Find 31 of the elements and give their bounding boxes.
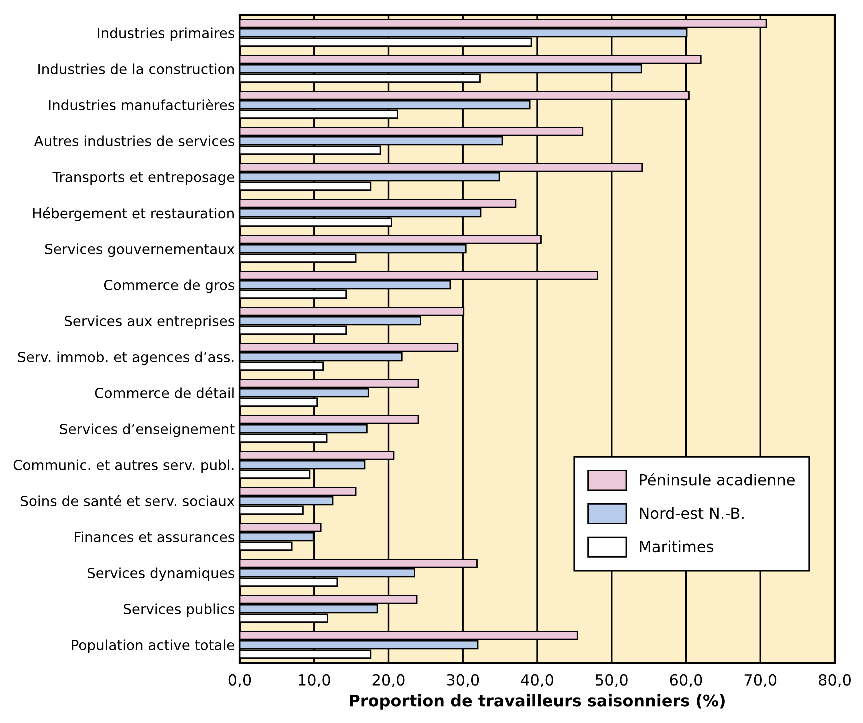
x-tick-label: 50,0 xyxy=(596,674,628,688)
y-tick-label: Commerce de détail xyxy=(95,387,234,398)
legend-label: Péninsule acadienne xyxy=(640,473,795,486)
y-tick-label: Industries primaires xyxy=(98,28,234,42)
y-tick-label: Soins de santé et serv. sociaux xyxy=(21,495,235,506)
y-tick-label: Industries manufacturières xyxy=(49,99,234,110)
y-tick-label: Services dynamiques xyxy=(88,568,234,582)
y-tick-label: Services gouvernementaux xyxy=(46,244,235,258)
y-tick-label: Serv. immob. et agences d’ass. xyxy=(18,352,234,366)
y-tick-label: Commerce de gros xyxy=(104,280,234,294)
x-tick-label: 30,0 xyxy=(447,674,480,688)
y-tick-label: Finances et assurances xyxy=(75,532,234,542)
y-tick-label: Services publics xyxy=(124,604,234,618)
y-tick-label: Services aux entreprises xyxy=(64,316,234,330)
x-axis-title: Proportion de travailleurs saisonniers (%) xyxy=(350,694,725,710)
y-tick-label: Transports et entreposage xyxy=(52,172,234,186)
y-tick-label: Communic. et autres serv. publ. xyxy=(14,460,234,474)
x-tick-label: 20,0 xyxy=(372,674,405,688)
legend-label: Nord-est N.-B. xyxy=(640,507,744,520)
legend-label: Maritimes xyxy=(640,540,714,553)
y-tick-label: Services d’enseignement xyxy=(60,424,235,438)
x-tick-label: 60,0 xyxy=(670,674,702,688)
y-tick-label: Industries de la construction xyxy=(38,64,234,74)
y-tick-label: Population active totale xyxy=(72,640,234,654)
x-tick-label: 80,0 xyxy=(819,674,851,688)
y-tick-label: Hébergement et restauration xyxy=(33,207,234,222)
y-tick-label: Autres industries de services xyxy=(34,136,234,146)
x-tick-label: 0,0 xyxy=(228,674,252,688)
x-tick-label: 40,0 xyxy=(521,674,554,688)
x-tick-label: 70,0 xyxy=(744,674,777,688)
x-tick-label: 10,0 xyxy=(299,674,330,688)
